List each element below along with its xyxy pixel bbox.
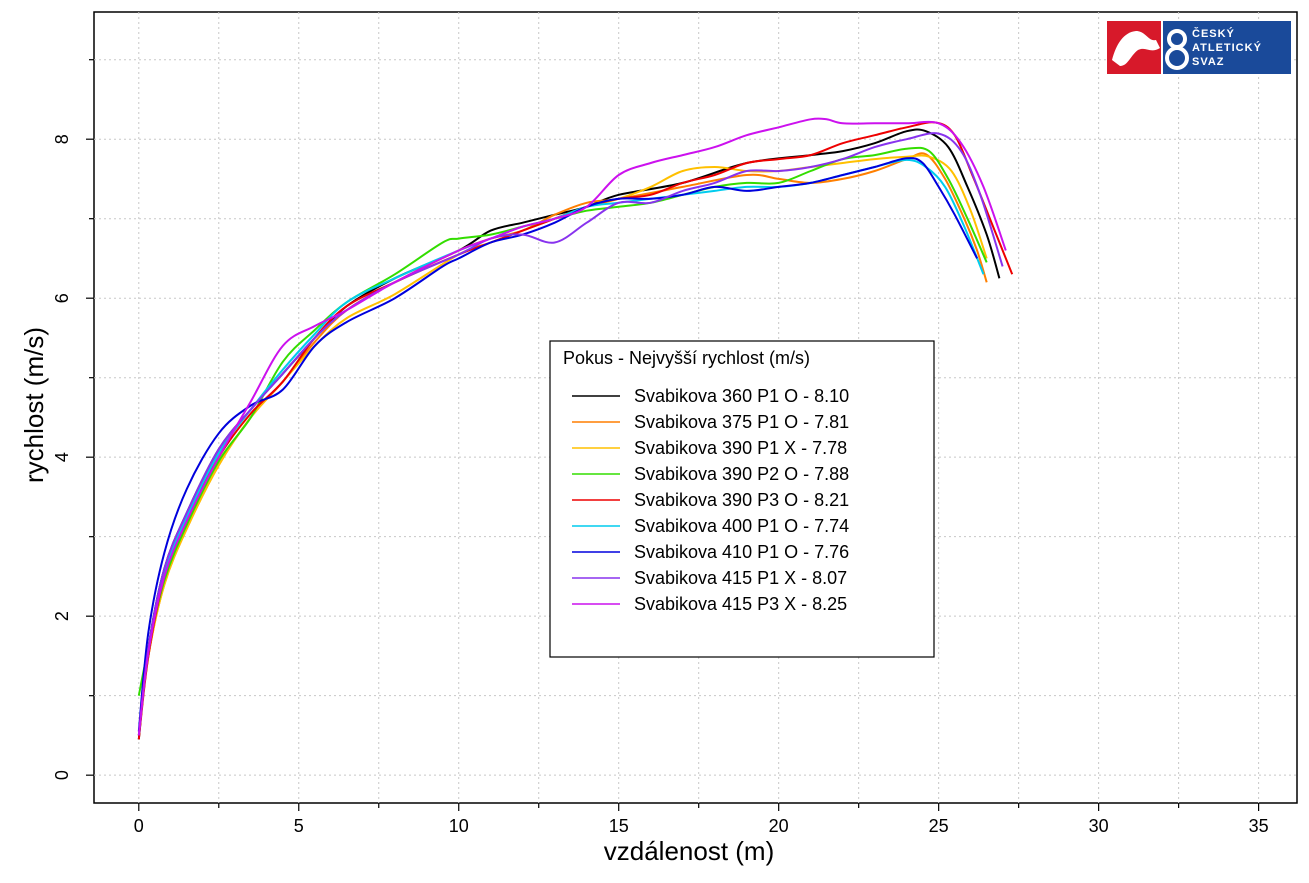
legend-entry: Svabikova 410 P1 O - 7.76	[634, 542, 849, 562]
logo-ring-bottom-icon	[1165, 46, 1189, 70]
y-tick-label: 0	[52, 770, 72, 780]
x-tick-label: 15	[609, 816, 629, 836]
series-line-7	[137, 157, 978, 732]
x-tick-label: 20	[769, 816, 789, 836]
x-tick-label: 35	[1249, 816, 1269, 836]
x-tick-label: 30	[1089, 816, 1109, 836]
series-lines	[137, 117, 1014, 740]
cas-logo: ČESKÝ ATLETICKÝ SVAZ	[1107, 21, 1291, 74]
legend-title: Pokus - Nejvyšší rychlost (m/s)	[563, 348, 810, 368]
x-tick-label: 25	[929, 816, 949, 836]
x-tick-label: 0	[134, 816, 144, 836]
legend-entry: Svabikova 400 P1 O - 7.74	[634, 516, 849, 536]
legend-entry: Svabikova 390 P2 O - 7.88	[634, 464, 849, 484]
legend-entry: Svabikova 360 P1 O - 8.10	[634, 386, 849, 406]
axis-ticks: 0 5 10 15 20 25 30 35 0 2 4 6 8	[52, 59, 1269, 836]
y-axis-label: rychlost (m/s)	[19, 327, 49, 483]
logo-line-3: SVAZ	[1192, 56, 1225, 68]
logo-line-1: ČESKÝ	[1192, 27, 1235, 40]
y-tick-label: 2	[52, 611, 72, 621]
x-tick-label: 5	[294, 816, 304, 836]
y-tick-label: 8	[52, 134, 72, 144]
series-line-8	[137, 132, 1004, 736]
y-tick-label: 6	[52, 293, 72, 303]
legend-entry: Svabikova 390 P1 X - 7.78	[634, 438, 847, 458]
legend-entry: Svabikova 415 P3 X - 8.25	[634, 594, 847, 614]
logo-lion-icon	[1112, 31, 1160, 66]
logo-line-2: ATLETICKÝ	[1192, 41, 1262, 54]
legend-entry: Svabikova 390 P3 O - 8.21	[634, 490, 849, 510]
legend-entry: Svabikova 375 P1 O - 7.81	[634, 412, 849, 432]
x-tick-label: 10	[449, 816, 469, 836]
series-line-9	[137, 117, 1007, 736]
x-axis-label: vzdálenost (m)	[604, 836, 775, 866]
legend-entry: Svabikova 415 P1 X - 8.07	[634, 568, 847, 588]
legend: Pokus - Nejvyšší rychlost (m/s) Svabikov…	[549, 340, 935, 658]
y-tick-label: 4	[52, 452, 72, 462]
